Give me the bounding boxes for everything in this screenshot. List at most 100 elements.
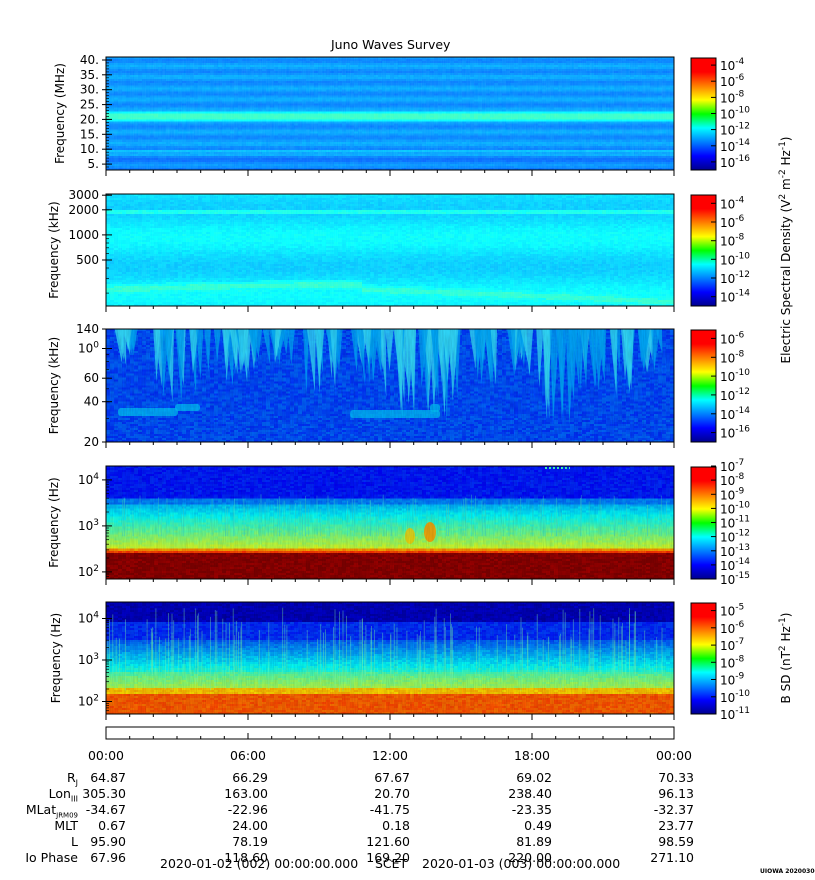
ephemeris-value: 0.67 [80, 818, 126, 833]
ytick-label: 5. [88, 157, 99, 171]
colorbar-tick-label: 10-16 [720, 154, 750, 170]
ytick-label: 103 [78, 652, 99, 667]
colorbar-4: 10-710-810-910-1010-1110-1210-1310-1410-… [691, 458, 750, 587]
ytick-label: 103 [78, 518, 99, 533]
ephemeris-value: 69.02 [494, 770, 552, 785]
footer-end-time: 2020-01-03 (003) 00:00:00.000 [422, 856, 620, 871]
ytick-label: 102 [78, 694, 99, 709]
colorbar-tick-label: 10-11 [720, 706, 750, 722]
colorbar-tick-label: 10-8 [720, 349, 745, 365]
colorbar-tick-label: 10-14 [720, 406, 750, 422]
ytick-label: 500 [76, 253, 99, 267]
colorbar-tick-label: 10-12 [720, 387, 750, 403]
colorbar-tick-label: 10-8 [720, 89, 745, 105]
colorbar-label: B SD (nT2 Hz-1) [778, 613, 793, 704]
ephemeris-value: 78.19 [210, 834, 268, 849]
colorbar-tick-label: 10-16 [720, 425, 750, 441]
survey-figure: 40.35.30.25.20.15.10.5. Frequency (MHz) 10… [0, 0, 815, 880]
yaxis-label: Frequency (kHz) [47, 201, 61, 298]
ephemeris-row-label: RJ [67, 770, 78, 788]
ytick-label: 102 [78, 564, 99, 579]
footer-scet-label: SCET [375, 856, 407, 871]
ytick-label: 3000 [68, 188, 99, 202]
ephemeris-value: 163.00 [210, 786, 268, 801]
ephemeris-row-label: Io Phase [25, 850, 78, 865]
ephemeris-value: -22.96 [210, 802, 268, 817]
colorbar-tick-label: 10-6 [720, 214, 745, 230]
colorbar-tick-label: 10-9 [720, 672, 745, 688]
colorbar-tick-label: 10-6 [720, 620, 745, 636]
ephemeris-value: 238.40 [494, 786, 552, 801]
spectrogram-panel-1: 40.35.30.25.20.15.10.5. Frequency (MHz) 10… [53, 53, 750, 176]
colorbar-tick-label: 10-5 [720, 603, 744, 619]
ytick-label: 40 [84, 395, 99, 409]
ytick-label: 1000 [68, 228, 99, 242]
colorbar-tick-label: 10-10 [720, 251, 750, 267]
ephemeris-value: 67.96 [80, 850, 126, 865]
colorbar-tick-label: 10-15 [720, 571, 750, 587]
ephemeris-value: 81.89 [494, 834, 552, 849]
colorbar-tick-label: 10-4 [720, 195, 745, 211]
ephemeris-value: 70.33 [636, 770, 694, 785]
processing-stamp: UIOWA 20200306 [760, 868, 815, 875]
ytick-label: 15. [80, 127, 99, 141]
colorbar-tick-label: 10-8 [720, 654, 745, 670]
colorbar-tick-label: 10-8 [720, 233, 745, 249]
ephemeris-value: 96.13 [636, 786, 694, 801]
ephemeris-value: 66.29 [210, 770, 268, 785]
ytick-label: 20. [80, 112, 99, 126]
ephemeris-value: 271.10 [636, 850, 694, 865]
ytick-label: 35. [80, 68, 99, 82]
colorbar-tick-label: 10-12 [720, 270, 750, 286]
colorbar-tick-label: 10-14 [720, 138, 750, 154]
colorbar-tick-label: 10-12 [720, 122, 750, 138]
ephemeris-row-label: LonIII [49, 786, 78, 804]
ytick-label: 20 [84, 435, 99, 449]
ephemeris-row-label: MLT [54, 818, 78, 833]
ephemeris-value: 24.00 [210, 818, 268, 833]
colorbar-tick-label: 10-10 [720, 368, 750, 384]
ephemeris-value: -41.75 [352, 802, 410, 817]
ephemeris-value: 95.90 [80, 834, 126, 849]
time-tick-label: 06:00 [230, 748, 266, 763]
yaxis-label: Frequency (MHz) [53, 63, 67, 164]
colorbar-tick-label: 10-6 [720, 330, 745, 346]
ephemeris-value: 0.18 [352, 818, 410, 833]
colorbar-label: Electric Spectral Density (V2 m-2 Hz-1) [778, 136, 793, 363]
colorbar-tick-label: 10-7 [720, 637, 744, 653]
ytick-label: 60 [84, 371, 99, 385]
ephemeris-row-label: MLatJRM09 [26, 802, 78, 820]
ytick-label: 140 [76, 322, 99, 336]
ephemeris-value: -32.37 [636, 802, 694, 817]
ephemeris-value: 20.70 [352, 786, 410, 801]
yaxis-label: Frequency (kHz) [47, 337, 61, 434]
colorbar-tick-label: 10-14 [720, 289, 750, 305]
ephemeris-row-label: L [71, 834, 78, 849]
ephemeris-value: -23.35 [494, 802, 552, 817]
ytick-label: 30. [80, 83, 99, 97]
ytick-label: 40. [80, 53, 99, 67]
ephemeris-value: 0.49 [494, 818, 552, 833]
time-tick-label: 12:00 [372, 748, 408, 763]
ytick-label: 104 [78, 611, 99, 626]
ephemeris-value: 67.67 [352, 770, 410, 785]
ephemeris-value: 23.77 [636, 818, 694, 833]
ytick-label: 100 [78, 341, 99, 356]
ephemeris-value: -34.67 [80, 802, 126, 817]
time-tick-label: 00:00 [656, 748, 692, 763]
colorbar-tick-label: 10-10 [720, 689, 750, 705]
ephemeris-value: 98.59 [636, 834, 694, 849]
time-tick-label: 18:00 [514, 748, 550, 763]
footer-start-time: 2020-01-02 (002) 00:00:00.000 [160, 856, 358, 871]
ephemeris-value: 305.30 [80, 786, 126, 801]
ytick-label: 10. [80, 142, 99, 156]
yaxis-label: Frequency (Hz) [49, 613, 63, 704]
colorbar-tick-label: 10-4 [720, 57, 745, 73]
ytick-label: 25. [80, 98, 99, 112]
ephemeris-value: 64.87 [80, 770, 126, 785]
